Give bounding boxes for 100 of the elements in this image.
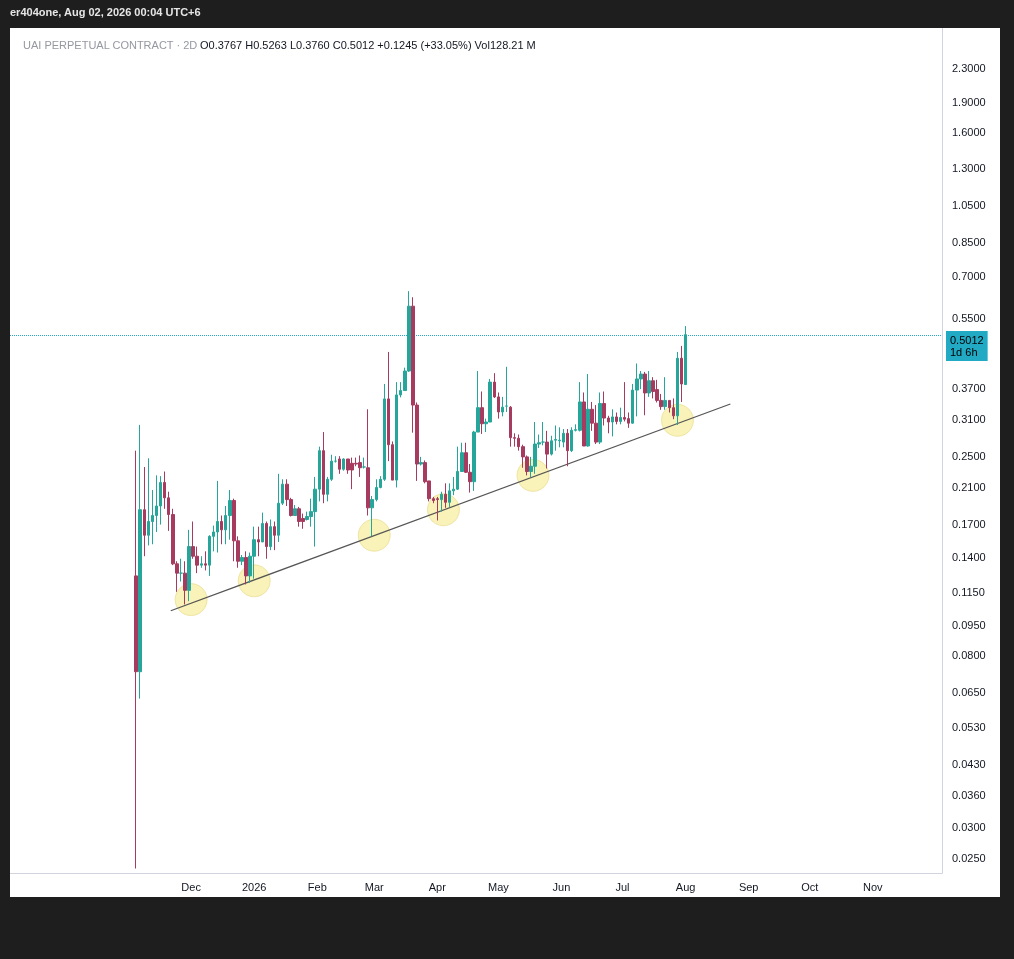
y-tick-label: 0.1150 xyxy=(952,585,985,598)
text: O0.3767 H0.5263 L0.3760 C0.5012 +0.1245 (+33.05%) Vol128.21 M xyxy=(200,38,536,51)
candlestick xyxy=(615,412,618,425)
candlestick xyxy=(216,480,219,554)
candlestick xyxy=(684,325,687,386)
candlestick xyxy=(244,550,248,585)
candlestick xyxy=(594,404,598,445)
candlestick xyxy=(269,518,272,551)
y-tick-label: 0.7000 xyxy=(952,270,986,283)
candlestick xyxy=(350,457,354,490)
candlestick xyxy=(342,457,345,472)
candlestick xyxy=(147,457,150,546)
y-tick-label: 0.0300 xyxy=(952,820,986,833)
candlestick xyxy=(533,421,537,475)
candlestick xyxy=(680,345,683,403)
y-tick-label: 0.0430 xyxy=(952,757,986,770)
candlestick xyxy=(179,558,183,583)
y-tick-label: 0.2500 xyxy=(952,450,986,463)
y-tick-label: 1.0500 xyxy=(952,199,986,212)
x-tick-label: Dec xyxy=(181,880,202,893)
x-tick-label: Aug xyxy=(675,880,696,893)
candlestick xyxy=(554,425,557,452)
candlestick xyxy=(265,521,268,560)
candlestick xyxy=(558,426,561,448)
y-tick-label: 0.3100 xyxy=(952,412,986,425)
candlestick xyxy=(143,466,146,557)
y-tick-label: 0.2100 xyxy=(952,480,986,493)
y-tick-label: 2.3000 xyxy=(952,62,986,75)
candlestick xyxy=(676,351,679,426)
y-tick-label: 0.0360 xyxy=(952,788,986,801)
candlestick xyxy=(204,550,207,571)
candlestick xyxy=(183,560,187,605)
text: er404one, Aug 02, 2026 00:04 UTC+6 xyxy=(10,6,201,18)
text: 1d 6h xyxy=(950,346,978,359)
candlestick xyxy=(570,426,573,453)
x-tick-label: Nov xyxy=(863,880,884,893)
candlestick xyxy=(663,376,667,411)
candlestick xyxy=(334,455,337,464)
candlestick xyxy=(252,526,256,580)
x-tick-label: Jul xyxy=(615,880,630,893)
candlestick xyxy=(293,504,297,517)
x-tick-label: Sep xyxy=(738,880,759,893)
candlestick xyxy=(220,515,223,545)
candlestick xyxy=(505,366,508,413)
candlestick xyxy=(582,391,586,447)
candlestick xyxy=(322,431,325,504)
candlestick xyxy=(586,373,590,448)
candlestick xyxy=(672,397,675,420)
candlestick xyxy=(261,512,264,543)
candlestick xyxy=(545,430,549,469)
y-tick-label: 0.0530 xyxy=(952,721,986,734)
x-tick-label: Jun xyxy=(552,880,571,893)
candlestick xyxy=(138,424,142,700)
candlestick xyxy=(651,376,655,399)
candlestick xyxy=(395,381,398,488)
ref-line-label: 0.5012 xyxy=(950,334,984,347)
candlestick xyxy=(566,428,569,467)
candlestick xyxy=(200,555,203,569)
candlestick xyxy=(643,371,647,416)
candlestick xyxy=(501,396,504,417)
candlestick xyxy=(228,489,232,541)
candlestick xyxy=(419,456,423,467)
candlestick xyxy=(480,391,484,435)
candlestick xyxy=(598,391,602,445)
x-tick-label: 2026 xyxy=(241,880,267,893)
point xyxy=(357,518,391,552)
candlestick xyxy=(366,408,370,517)
text: UAI PERPETUAL CONTRACT · 2D xyxy=(23,38,198,51)
y-tick-label: 0.0800 xyxy=(952,649,986,662)
candlestick xyxy=(619,407,622,425)
candlestick xyxy=(578,381,582,432)
y-tick-label: 0.5500 xyxy=(952,312,986,325)
y-tick-label: 0.3700 xyxy=(952,381,986,394)
candlestick xyxy=(277,473,280,543)
y-tick-label: 0.1400 xyxy=(952,551,986,564)
y-tick-label: 0.0950 xyxy=(952,619,986,632)
candlestick xyxy=(647,370,651,398)
candlestick xyxy=(273,521,276,551)
candlestick xyxy=(257,526,260,557)
candlestick xyxy=(240,554,244,566)
y-tick-label: 1.6000 xyxy=(952,125,986,138)
candlestick xyxy=(134,450,138,869)
candlestick xyxy=(297,506,301,528)
y-tick-label: 0.0250 xyxy=(952,852,986,865)
candlestick xyxy=(562,428,565,448)
y-tick-label: 1.3000 xyxy=(952,162,986,175)
candlestick xyxy=(338,455,341,475)
x-tick-label: Mar xyxy=(364,880,385,893)
y-tick-label: 0.8500 xyxy=(952,236,986,249)
candlestick xyxy=(440,491,443,513)
x-tick-label: Apr xyxy=(428,880,447,893)
x-tick-label: May xyxy=(487,880,510,893)
candlestick xyxy=(436,496,439,521)
candlestick xyxy=(358,454,362,478)
y-tick-label: 0.0650 xyxy=(952,685,986,698)
x-tick-label: Oct xyxy=(801,880,819,893)
candlestick xyxy=(611,408,614,437)
y-tick-label: 1.9000 xyxy=(952,95,986,108)
candlestick xyxy=(509,405,512,448)
y-tick-label: 0.1700 xyxy=(952,517,986,530)
